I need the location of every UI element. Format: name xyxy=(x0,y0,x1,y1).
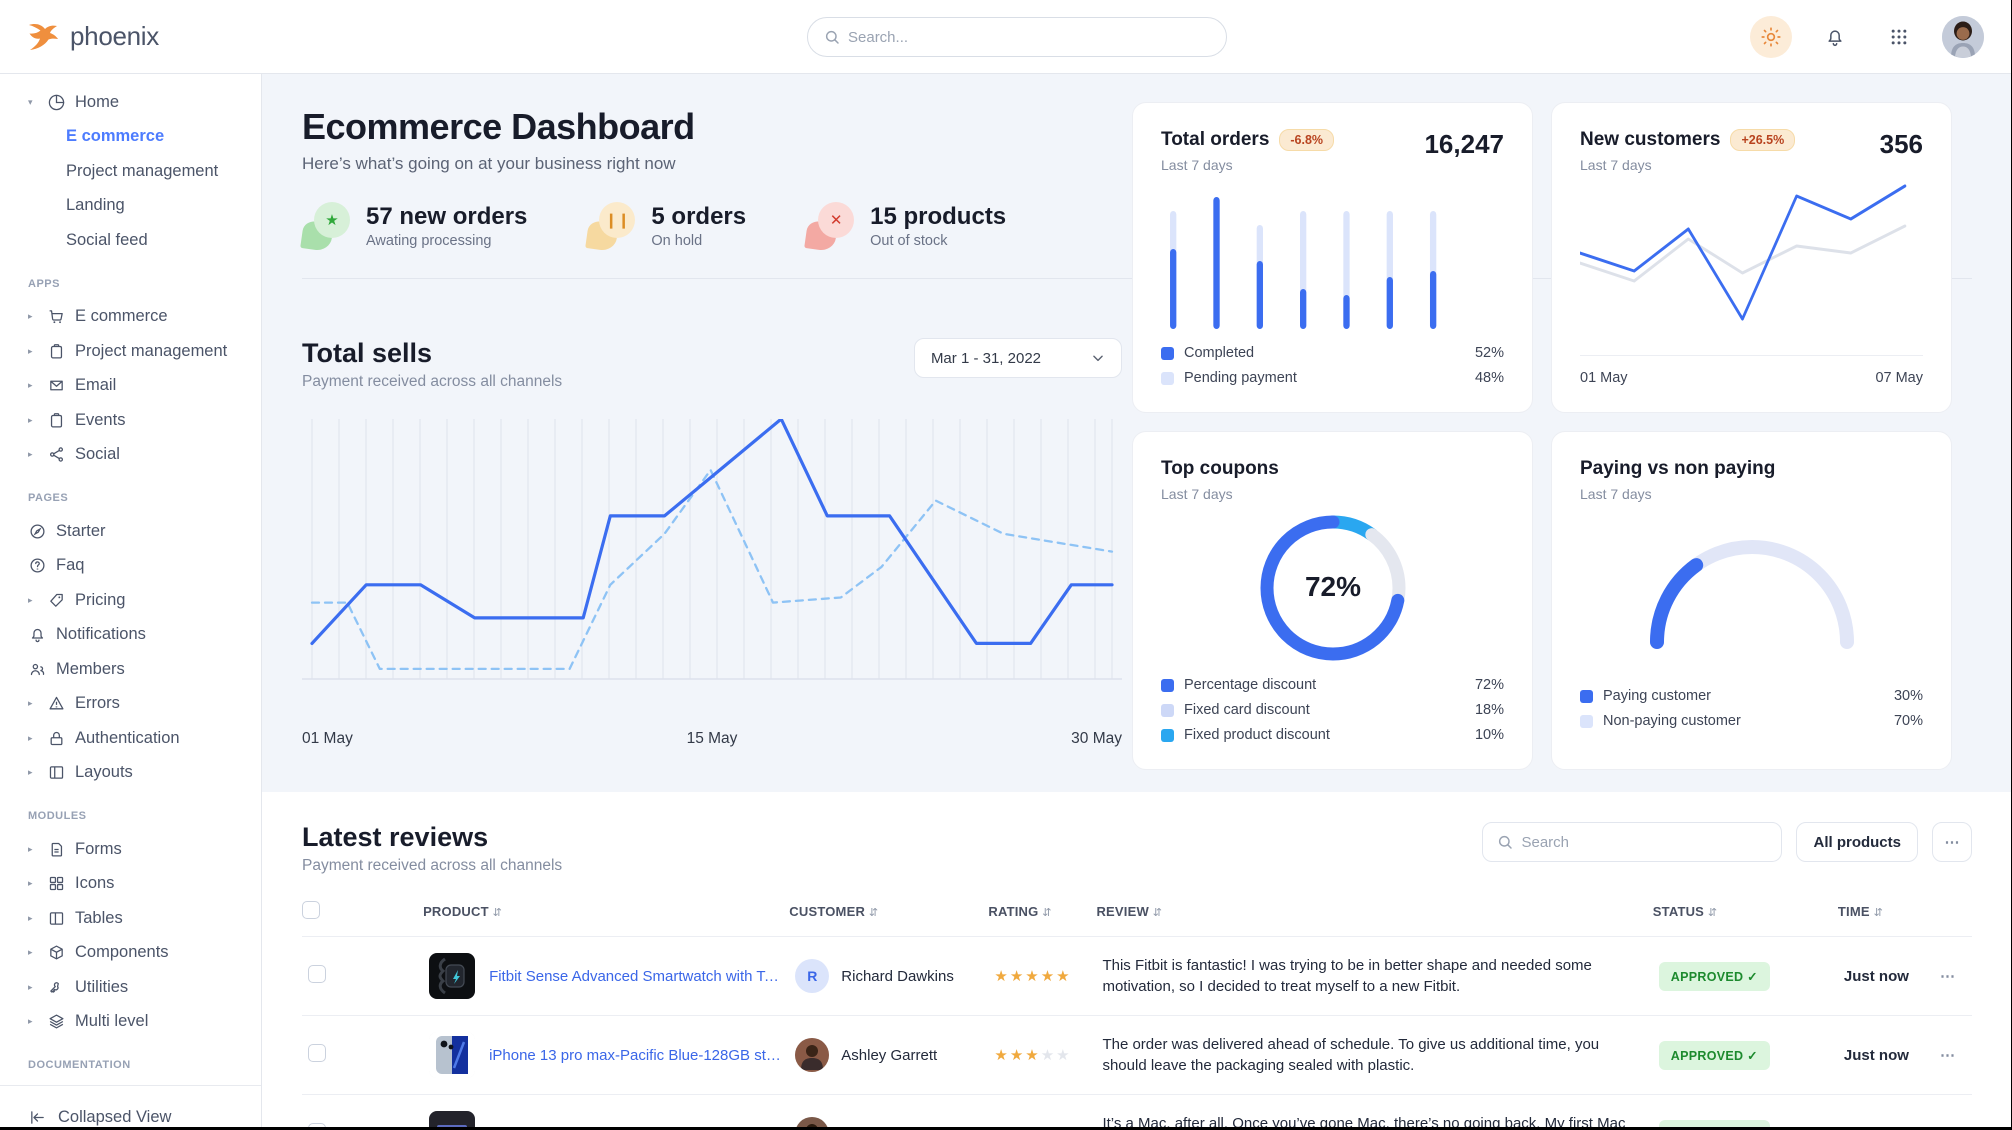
svg-text:72%: 72% xyxy=(1304,571,1360,602)
